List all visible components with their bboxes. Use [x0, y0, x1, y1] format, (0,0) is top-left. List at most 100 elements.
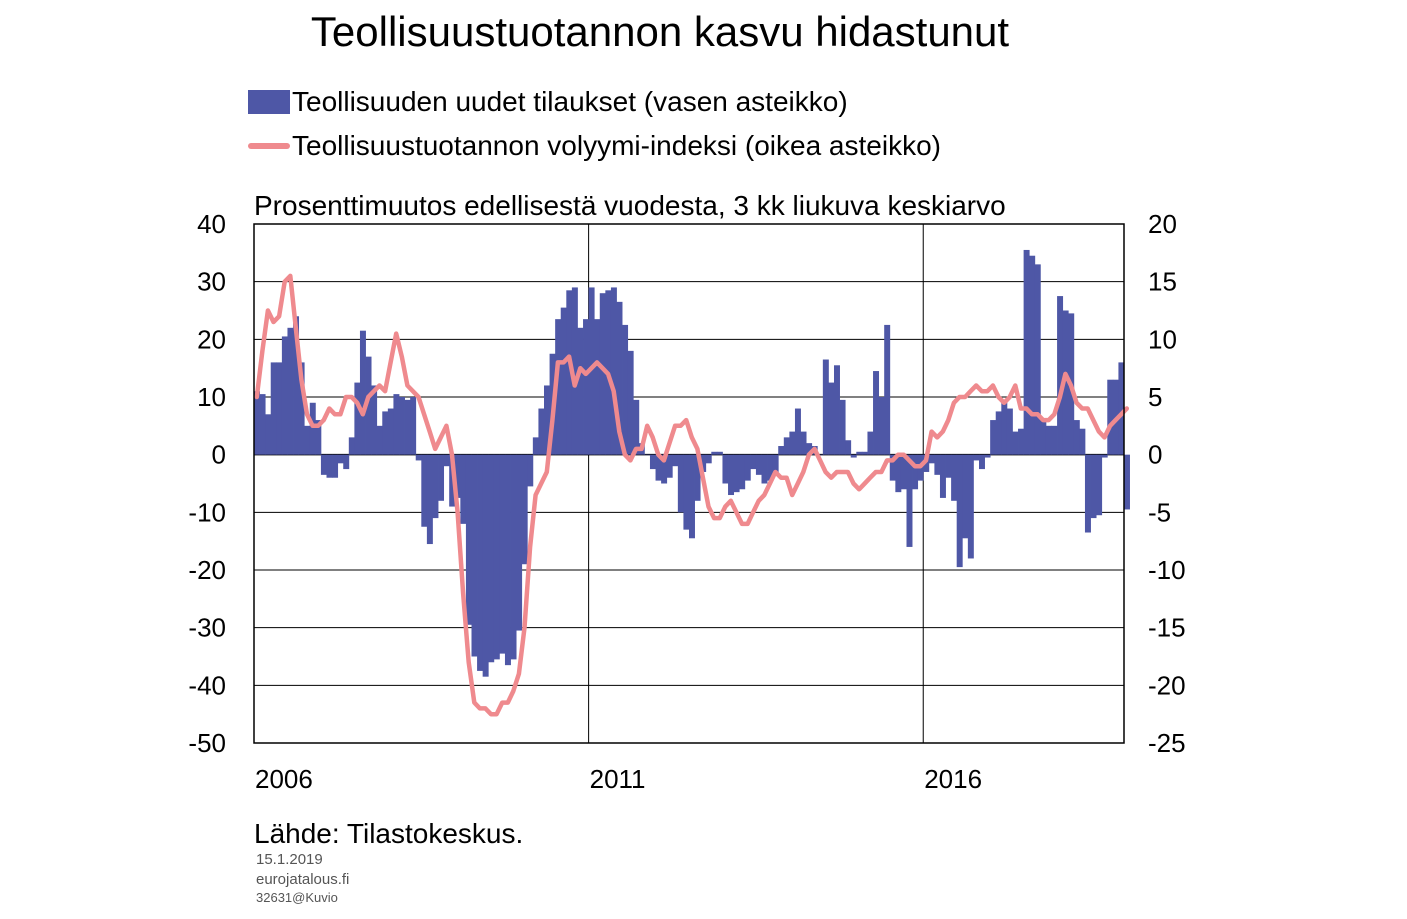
bar [973, 454, 980, 461]
bar [817, 454, 824, 456]
bar [309, 402, 316, 455]
bar [951, 454, 958, 501]
bar [1124, 454, 1130, 510]
bar [510, 454, 517, 660]
bar [1051, 425, 1058, 455]
right-tick-label: -15 [1148, 613, 1186, 643]
line-path [254, 273, 1130, 717]
bar [677, 454, 684, 513]
bar [538, 408, 545, 455]
x-tick-label: 2011 [590, 764, 646, 794]
bar [1018, 428, 1025, 455]
chart-title: Teollisuustuotannon kasvu hidastunut [310, 8, 1010, 55]
bar [800, 431, 807, 455]
bar [767, 454, 774, 481]
bar [705, 454, 712, 464]
bar [566, 290, 573, 455]
right-tick-label: -5 [1148, 497, 1171, 527]
bar [627, 350, 634, 455]
bar [1001, 399, 1008, 455]
bar [683, 454, 690, 530]
bar [449, 454, 456, 507]
bar [778, 446, 785, 455]
bar [912, 454, 919, 490]
bar [822, 359, 829, 455]
bar [555, 319, 562, 455]
bar [270, 362, 277, 455]
bar [477, 454, 484, 671]
right-tick-label: 5 [1148, 382, 1162, 412]
right-tick-label: -25 [1148, 728, 1186, 758]
bar [326, 454, 333, 478]
site-note: eurojatalous.fi [256, 871, 350, 888]
bar [900, 454, 907, 490]
bar [622, 324, 629, 455]
left-tick-label: 20 [197, 324, 226, 354]
bar [493, 454, 500, 660]
plot-border [253, 223, 1125, 744]
bar [465, 454, 472, 625]
bar [895, 454, 902, 493]
bar [332, 454, 339, 478]
bar [460, 454, 467, 524]
bar [488, 454, 495, 663]
bar [716, 451, 723, 455]
left-tick-label: -30 [188, 613, 226, 643]
bar [415, 454, 422, 461]
legend-swatch-line [248, 143, 290, 149]
bar [945, 454, 952, 478]
bar [454, 454, 461, 498]
bar [878, 397, 885, 455]
bar [304, 425, 311, 455]
bar [1034, 264, 1041, 455]
bar [1040, 420, 1047, 455]
x-tick-label: 2006 [255, 764, 313, 794]
bar [376, 425, 383, 455]
bar [722, 454, 729, 484]
bar [281, 336, 288, 455]
right-tick-label: 10 [1148, 324, 1177, 354]
bar [471, 454, 478, 657]
bar [254, 391, 260, 455]
bar [689, 454, 695, 539]
bar-series [254, 249, 1130, 677]
bar [1029, 255, 1036, 455]
bar [443, 454, 450, 467]
bar [265, 414, 272, 455]
legend-swatch-bars [248, 90, 290, 114]
bar [426, 454, 433, 545]
bar [544, 385, 550, 455]
bar [934, 454, 941, 475]
plot-frame [253, 223, 1125, 744]
bar [655, 454, 662, 481]
bar [616, 301, 623, 455]
left-tick-label: 40 [197, 209, 226, 239]
bar [438, 454, 445, 501]
bar [404, 399, 411, 455]
bar [828, 382, 835, 455]
bar [661, 454, 668, 484]
bar [1057, 296, 1064, 455]
bar [939, 454, 946, 498]
x-tick-label: 2016 [924, 764, 982, 794]
bar [276, 362, 283, 455]
bar [984, 454, 991, 458]
bar [928, 454, 935, 464]
legend-label-line: Teollisuustuotannon volyymi-indeksi (oik… [292, 130, 941, 161]
bar [516, 454, 523, 631]
bar [956, 454, 963, 568]
bar [979, 454, 985, 470]
bar [594, 319, 601, 455]
bar [755, 454, 762, 475]
bar [967, 454, 974, 559]
bar [761, 454, 768, 484]
bar [1107, 379, 1114, 455]
bar [867, 431, 874, 455]
bar [348, 437, 355, 455]
bar [599, 293, 606, 455]
bar [733, 454, 740, 493]
bar [1006, 408, 1013, 455]
bar [789, 431, 796, 455]
bar [1090, 454, 1097, 519]
bar [962, 454, 969, 539]
